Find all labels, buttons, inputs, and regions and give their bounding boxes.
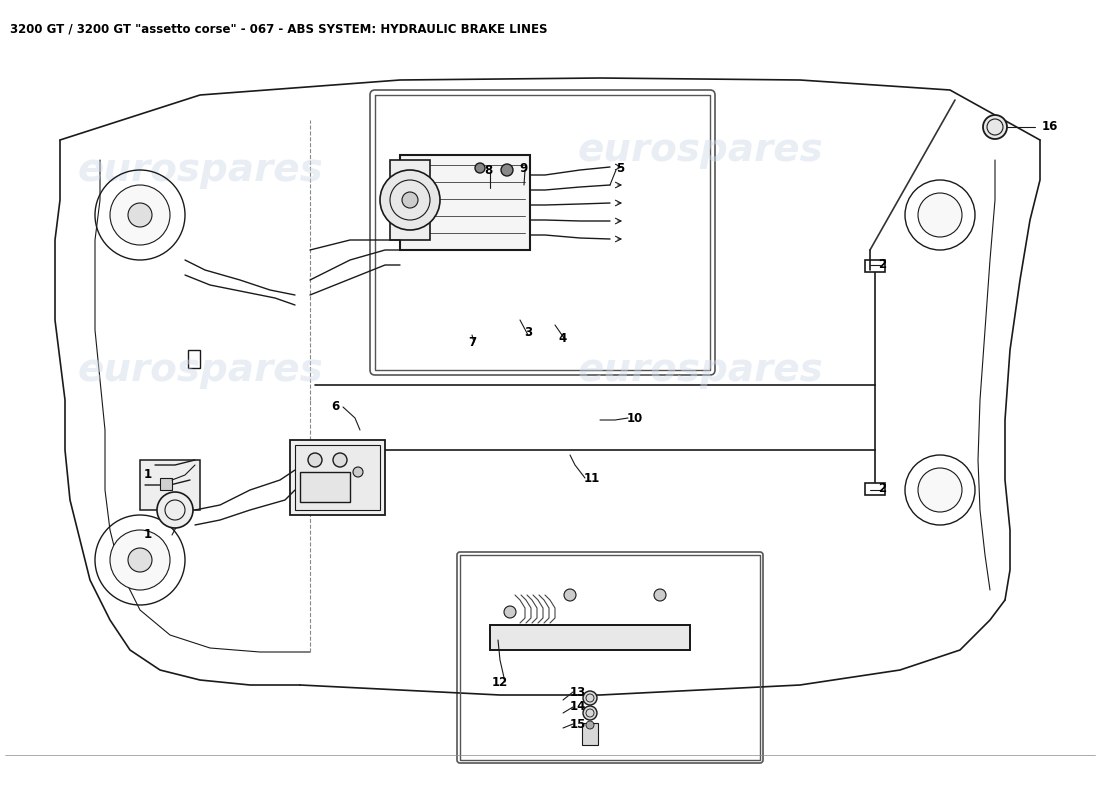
- Bar: [490, 625, 690, 650]
- Bar: [295, 445, 380, 510]
- Bar: [865, 260, 886, 272]
- Circle shape: [333, 453, 346, 467]
- Circle shape: [475, 163, 485, 173]
- Text: 8: 8: [484, 163, 492, 177]
- Circle shape: [586, 721, 594, 729]
- Circle shape: [402, 192, 418, 208]
- Text: eurospares: eurospares: [578, 351, 823, 389]
- Circle shape: [110, 185, 170, 245]
- Text: 6: 6: [331, 401, 339, 414]
- Text: 2: 2: [878, 482, 887, 494]
- Circle shape: [918, 468, 962, 512]
- Text: 3: 3: [524, 326, 532, 339]
- Bar: [160, 478, 172, 490]
- Circle shape: [110, 530, 170, 590]
- Circle shape: [654, 589, 666, 601]
- Circle shape: [353, 467, 363, 477]
- Text: 14: 14: [570, 701, 586, 714]
- Text: 9: 9: [519, 162, 527, 174]
- FancyBboxPatch shape: [456, 552, 763, 763]
- Circle shape: [128, 203, 152, 227]
- Circle shape: [918, 193, 962, 237]
- Circle shape: [564, 589, 576, 601]
- Text: eurospares: eurospares: [77, 351, 323, 389]
- Text: 12: 12: [492, 675, 508, 689]
- Text: 2: 2: [878, 258, 887, 271]
- Text: 11: 11: [584, 471, 601, 485]
- Circle shape: [308, 453, 322, 467]
- Text: 1: 1: [144, 469, 152, 482]
- Circle shape: [500, 164, 513, 176]
- Bar: [490, 625, 690, 650]
- Circle shape: [128, 548, 152, 572]
- Text: 10: 10: [627, 411, 644, 425]
- Bar: [290, 440, 385, 515]
- Circle shape: [157, 492, 192, 528]
- Bar: [400, 155, 530, 250]
- Text: 3200 GT / 3200 GT "assetto corse" - 067 - ABS SYSTEM: HYDRAULIC BRAKE LINES: 3200 GT / 3200 GT "assetto corse" - 067 …: [10, 22, 548, 35]
- Circle shape: [583, 706, 597, 720]
- Text: 13: 13: [570, 686, 586, 698]
- Text: 5: 5: [616, 162, 624, 174]
- FancyBboxPatch shape: [370, 90, 715, 375]
- Bar: [582, 723, 598, 745]
- Bar: [300, 472, 350, 502]
- Circle shape: [504, 606, 516, 618]
- Circle shape: [583, 691, 597, 705]
- Bar: [390, 160, 430, 240]
- Bar: [865, 483, 886, 495]
- Text: 7: 7: [468, 337, 476, 350]
- Circle shape: [379, 170, 440, 230]
- Text: 1: 1: [144, 529, 152, 542]
- Text: eurospares: eurospares: [77, 151, 323, 189]
- Bar: [188, 350, 200, 368]
- Text: 15: 15: [570, 718, 586, 730]
- Circle shape: [983, 115, 1006, 139]
- Bar: [140, 460, 200, 510]
- Text: 16: 16: [1042, 121, 1058, 134]
- Text: eurospares: eurospares: [578, 131, 823, 169]
- Text: 4: 4: [559, 331, 568, 345]
